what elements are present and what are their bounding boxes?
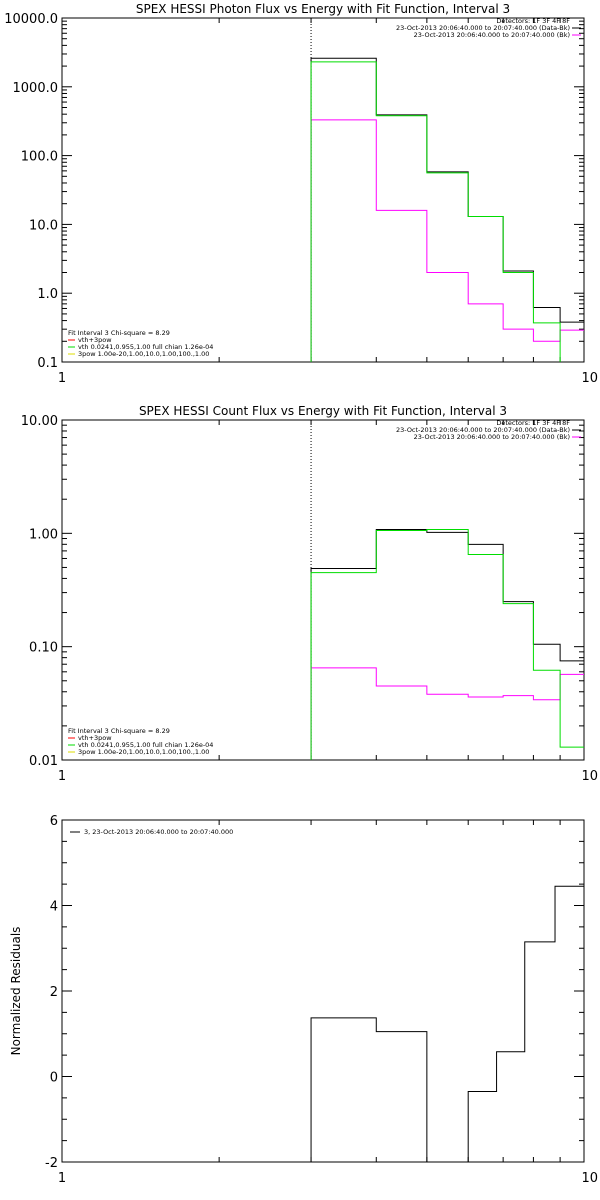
series-line-0-0 xyxy=(310,57,584,362)
chart-panel-0: SPEX HESSI Photon Flux vs Energy with Fi… xyxy=(4,2,598,386)
y-tick-label-1: 0.10 xyxy=(29,641,58,656)
y-tick-label-0: 10000.0 xyxy=(4,12,58,27)
y-tick-label-2: 0 xyxy=(50,1071,58,1086)
y-tick-label-2: 2 xyxy=(50,985,58,1000)
legend-entry-1: vth 0.0241,0.955,1.00 full chian 1.26e-0… xyxy=(78,741,213,749)
legend-entry-1: Detectors: 1F 3F 4F 8F xyxy=(496,419,570,427)
y-axis-label-2: Normalized Residuals xyxy=(9,927,23,1056)
x-tick-label-2: 10 xyxy=(581,1171,598,1186)
legend-entry-1: 23-Oct-2013 20:06:40.000 to 20:07:40.000… xyxy=(414,433,570,441)
y-tick-label-0: 1.0 xyxy=(37,287,58,302)
chart-panel-2: Normalized Residuals 1 10 -2 0 2 4 6 3, 23-Oct-2… xyxy=(9,814,598,1186)
legend-entry-0: 23-Oct-2013 20:06:40.000 to 20:07:40.000… xyxy=(414,31,570,39)
legend-entry-1: vth+3pow xyxy=(78,734,112,742)
legend-entry-0: Detectors: 1F 3F 4F 8F xyxy=(496,17,570,25)
series-group-2 xyxy=(310,885,584,1162)
y-tick-label-0: 100.0 xyxy=(21,150,58,165)
chart-title-0: SPEX HESSI Photon Flux vs Energy with Fi… xyxy=(136,2,510,16)
y-tick-label-2: 4 xyxy=(50,900,58,915)
plot-frame-2 xyxy=(61,819,585,1163)
y-tick-label-0: 0.1 xyxy=(37,356,58,371)
series-line-1-0 xyxy=(310,529,584,760)
x-tick-label-0: 1 xyxy=(58,371,66,386)
legend-entry-1: 23-Oct-2013 20:06:40.000 to 20:07:40.000… xyxy=(396,426,570,434)
y-tick-label-1: 10.00 xyxy=(21,414,58,429)
series-line-2-0 xyxy=(310,885,584,1162)
legend-entry-0: 23-Oct-2013 20:06:40.000 to 20:07:40.000… xyxy=(396,24,570,32)
y-tick-label-1: 0.01 xyxy=(29,754,58,769)
legend-entry-0: vth 0.0241,0.955,1.00 full chian 1.26e-0… xyxy=(78,343,213,351)
series-line-1-1 xyxy=(310,667,584,760)
chart-title-1: SPEX HESSI Count Flux vs Energy with Fit… xyxy=(139,404,507,418)
series-group-0 xyxy=(310,57,584,362)
series-line-0-1 xyxy=(310,119,584,362)
x-tick-label-0: 10 xyxy=(581,371,598,386)
x-tick-label-1: 10 xyxy=(581,769,598,784)
plot-frame-0 xyxy=(61,17,585,363)
legend-entry-0: vth+3pow xyxy=(78,336,112,344)
plot-frame-1 xyxy=(61,419,585,761)
series-line-1-2 xyxy=(310,529,584,760)
y-tick-label-2: 6 xyxy=(50,814,58,829)
legend-entry-0: Fit Interval 3 Chi-square = 8.29 xyxy=(68,329,170,337)
x-tick-label-1: 1 xyxy=(58,769,66,784)
legend-entry-1: Fit Interval 3 Chi-square = 8.29 xyxy=(68,727,170,735)
y-tick-label-2: -2 xyxy=(45,1156,58,1171)
chart-panel-1: SPEX HESSI Count Flux vs Energy with Fit… xyxy=(21,404,598,784)
series-line-0-2 xyxy=(310,61,561,362)
legend-entry-2: 3, 23-Oct-2013 20:06:40.000 to 20:07:40.… xyxy=(84,828,233,836)
y-tick-label-0: 10.0 xyxy=(29,218,58,233)
y-tick-label-0: 1000.0 xyxy=(13,81,59,96)
legend-entry-0: 3pow 1.00e-20,1.00,10.0,1.00,100.,1.00 xyxy=(78,350,209,358)
legend-entry-1: 3pow 1.00e-20,1.00,10.0,1.00,100.,1.00 xyxy=(78,748,209,756)
x-tick-label-2: 1 xyxy=(58,1171,66,1186)
series-group-1 xyxy=(310,529,584,760)
y-tick-label-1: 1.00 xyxy=(29,527,58,542)
